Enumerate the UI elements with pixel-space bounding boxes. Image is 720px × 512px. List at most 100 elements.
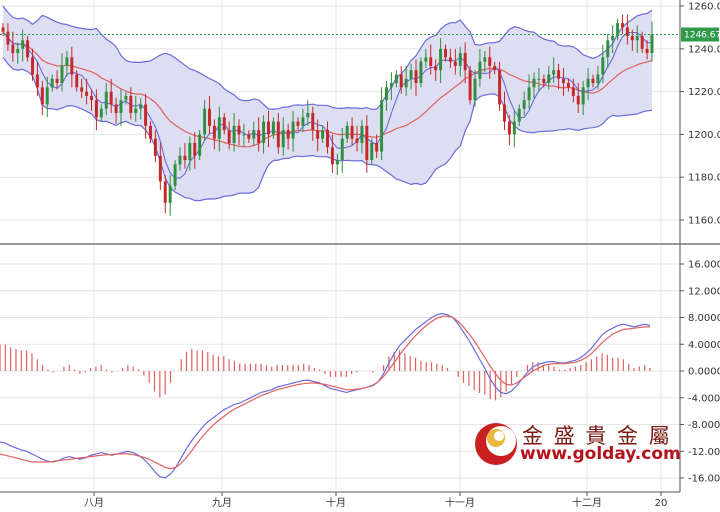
candlestick xyxy=(94,89,98,131)
candlestick xyxy=(262,115,266,154)
candle-body xyxy=(429,57,433,66)
candlestick xyxy=(532,72,536,99)
candle-body xyxy=(557,70,561,79)
candle-body xyxy=(444,48,447,58)
macd-tick-label: -4.0000 xyxy=(688,393,720,404)
x-tick-label: 九月 xyxy=(212,497,232,509)
candlestick xyxy=(542,74,546,88)
candlestick xyxy=(203,100,207,141)
candle-body xyxy=(301,117,305,126)
candlestick xyxy=(60,53,64,92)
macd-tick-label: 16.0000 xyxy=(688,260,720,271)
candlestick xyxy=(503,91,506,131)
candlestick xyxy=(291,110,295,152)
candlestick xyxy=(11,31,15,62)
candle-body xyxy=(45,87,49,105)
macd-histogram xyxy=(0,344,651,401)
x-tick-label: 十二月 xyxy=(572,496,602,509)
candle-body xyxy=(163,181,167,203)
candle-body xyxy=(591,78,595,84)
candle-body xyxy=(522,100,526,109)
candle-body xyxy=(458,53,462,66)
x-axis: 八月 九月 十月 十一月 十二月 20 xyxy=(84,492,667,509)
candlestick xyxy=(409,63,413,90)
candlestick xyxy=(153,130,157,163)
candlestick xyxy=(493,61,497,75)
candle-body xyxy=(650,34,654,54)
candle-body xyxy=(586,78,590,88)
candle-body xyxy=(262,121,266,143)
candlestick xyxy=(370,138,374,165)
candlestick xyxy=(330,134,334,173)
candle-body xyxy=(340,138,344,161)
golday-watermark: 金 盛 貴 金 屬 www.golday.com xyxy=(475,423,681,465)
candlestick xyxy=(522,91,526,116)
candle-body xyxy=(601,57,605,75)
candlestick xyxy=(257,117,261,152)
candlestick xyxy=(21,29,25,62)
candlestick xyxy=(227,121,231,150)
price-tick-label: 1180.00 xyxy=(688,173,720,184)
candle-body xyxy=(616,23,620,36)
candle-body xyxy=(153,138,157,156)
candle-body xyxy=(542,78,546,84)
candlestick xyxy=(552,57,556,84)
candlestick xyxy=(557,63,561,90)
candle-body xyxy=(389,83,393,88)
candle-body xyxy=(208,108,211,126)
candle-body xyxy=(527,87,531,101)
candle-body xyxy=(463,53,467,71)
candlestick xyxy=(355,125,359,152)
candlestick xyxy=(40,80,44,116)
candle-body xyxy=(50,78,54,88)
candle-body xyxy=(562,78,565,84)
candlestick xyxy=(232,113,236,152)
candlestick xyxy=(208,95,211,135)
candle-body xyxy=(104,91,108,109)
candle-body xyxy=(326,130,329,148)
watermark-brand-name: 金 盛 貴 金 屬 xyxy=(522,424,672,448)
candle-body xyxy=(606,40,610,58)
candle-body xyxy=(6,31,10,45)
macd-tick-label: -12.0000 xyxy=(688,447,720,458)
candlestick xyxy=(286,123,290,150)
candlestick xyxy=(458,46,462,77)
candlestick xyxy=(345,121,349,143)
candle-body xyxy=(355,138,359,143)
candlestick xyxy=(311,106,315,141)
candlestick xyxy=(242,123,246,148)
candlestick xyxy=(173,160,177,191)
golday-logo-icon xyxy=(475,423,517,465)
candlestick xyxy=(463,42,467,84)
candle-body xyxy=(581,87,585,105)
candle-body xyxy=(99,108,103,118)
candle-body xyxy=(90,95,93,101)
candlestick xyxy=(478,48,482,88)
candle-body xyxy=(552,70,556,75)
candlestick xyxy=(468,65,472,105)
candlestick xyxy=(178,147,182,171)
candlestick xyxy=(188,136,192,171)
candlestick xyxy=(389,72,393,101)
candle-body xyxy=(286,130,290,139)
candle-body xyxy=(365,125,369,161)
candlestick xyxy=(267,110,270,148)
candlestick xyxy=(621,14,624,34)
candle-body xyxy=(576,95,580,105)
candle-body xyxy=(635,35,639,41)
candle-body xyxy=(85,91,89,96)
candlestick xyxy=(507,115,511,146)
candlestick xyxy=(635,25,639,54)
candle-body xyxy=(321,130,325,139)
candlestick xyxy=(109,78,113,113)
candle-body xyxy=(439,48,443,71)
candlestick xyxy=(326,121,329,154)
candle-body xyxy=(404,78,408,88)
candlestick xyxy=(90,89,93,111)
price-panel: 1260.0 1240.0 1220.0 1200.0 1180.00 1160.00 12… xyxy=(0,0,720,243)
candlestick xyxy=(75,70,79,92)
candlestick xyxy=(630,29,634,51)
candlestick xyxy=(340,127,344,173)
candlestick xyxy=(448,48,452,69)
candlestick xyxy=(453,48,457,75)
